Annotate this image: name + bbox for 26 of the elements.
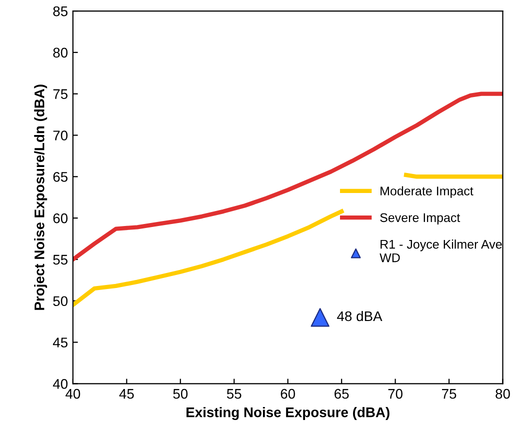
y-tick-label: 70 <box>53 130 68 140</box>
x-tick-label: 40 <box>66 388 80 399</box>
y-tick-label: 45 <box>52 338 68 348</box>
legend-label: Severe Impact <box>380 213 460 225</box>
legend-label: Moderate Impact <box>380 186 474 198</box>
y-tick-label: 75 <box>53 89 68 100</box>
y-tick-label: 80 <box>53 48 68 58</box>
x-tick-label: 60 <box>280 388 296 399</box>
x-tick-label: 55 <box>226 389 242 399</box>
y-tick-label: 55 <box>53 254 68 265</box>
y-tick-label: 40 <box>52 379 68 389</box>
x-axis-title: Existing Noise Exposure (dBA) <box>186 407 390 420</box>
annotation: 48 dBA <box>337 310 382 322</box>
y-tick-label: 60 <box>53 213 68 224</box>
x-tick-label: 65 <box>334 388 349 399</box>
x-tick-label: 80 <box>496 388 510 399</box>
y-axis-title: Project Noise Exposure/Ldn (dBA) <box>34 84 48 310</box>
x-tick-label: 45 <box>119 389 134 399</box>
line-series <box>72 92 503 262</box>
x-tick-label: 50 <box>173 388 188 399</box>
x-tick-label: 75 <box>442 389 456 399</box>
y-tick-label: 85 <box>53 6 68 16</box>
legend-label: R1 - Joyce Kilmer Ave WD <box>380 240 502 262</box>
y-tick-label: 50 <box>53 296 68 306</box>
y-tick-label: 65 <box>53 172 68 182</box>
x-tick-label: 70 <box>388 388 402 399</box>
